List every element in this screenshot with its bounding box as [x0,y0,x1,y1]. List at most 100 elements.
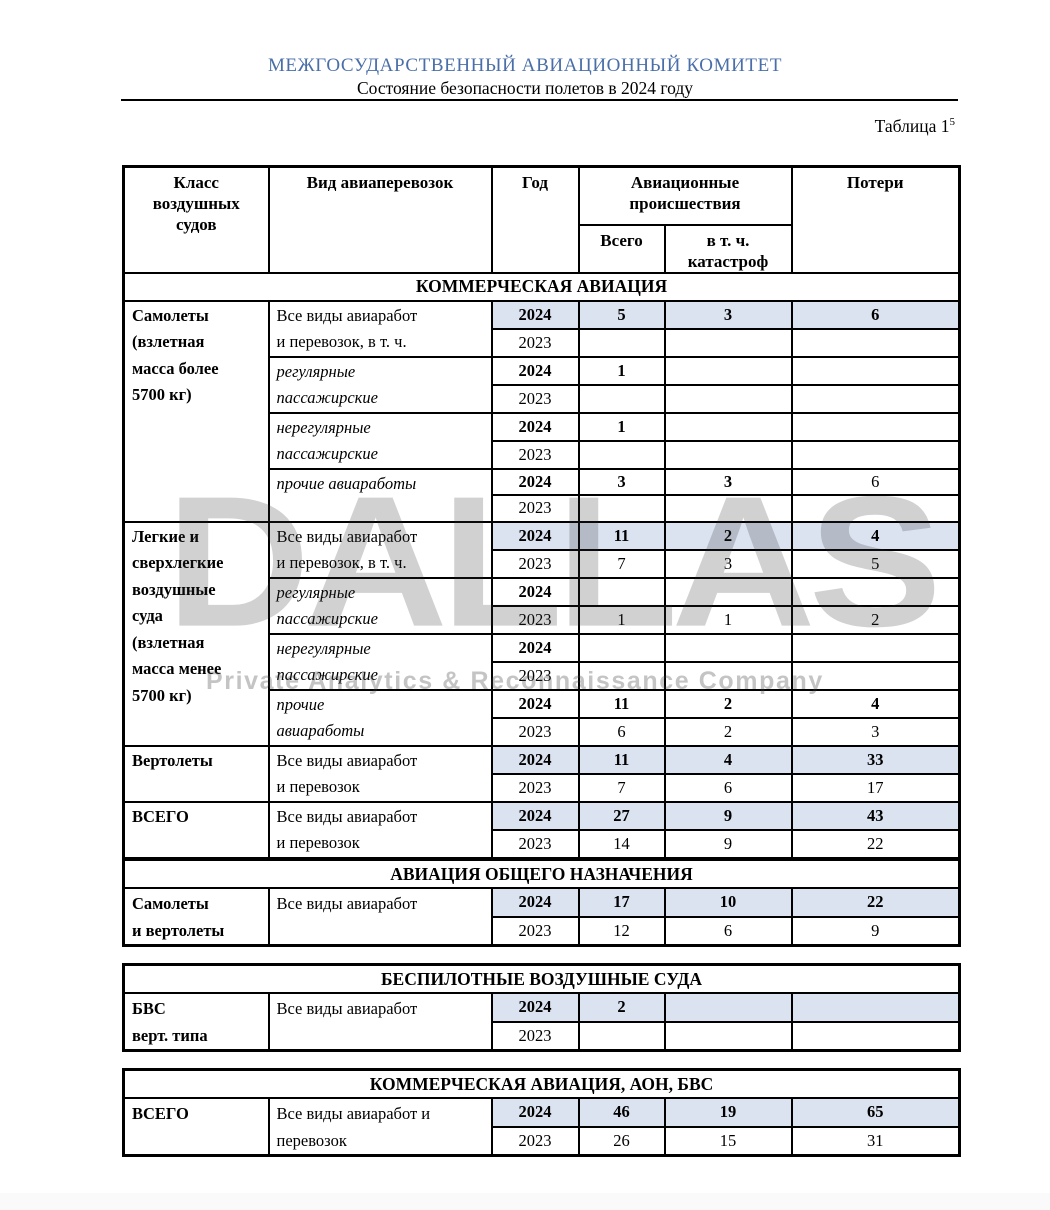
table-body-uav: БЕСПИЛОТНЫЕ ВОЗДУШНЫЕ СУДА БВС верт. типа… [122,963,961,1052]
value-cell: 11 [577,688,666,719]
org-title: МЕЖГОСУДАРСТВЕННЫЙ АВИАЦИОННЫЙ КОМИТЕТ [267,55,783,76]
table-row: ВСЕГО Все виды авиаработ и перевозок 2024 4… [122,1097,961,1157]
accidents-table-general-aviation: АВИАЦИЯ ОБЩЕГО НАЗНАЧЕНИЯ Самолеты и верт… [122,858,961,947]
col-header-accidents-fatal: в т. ч. катастроф [663,223,793,274]
value-cell [663,1020,793,1052]
value-cell: 9 [790,915,961,947]
year-cell: 2023 [490,439,580,470]
label-cell: регулярные пассажирские [267,576,493,635]
label-cell: ВСЕГО [122,800,270,859]
table-row: 2023 [124,327,961,358]
year-cell: 2023 [490,1020,580,1052]
value-cell: 6 [790,467,961,496]
col-header-accidents-group: Авиационные происшествия [577,165,793,226]
value-cell [663,439,793,470]
label-cell: Все виды авиаработ и перевозок [267,800,493,859]
value-cell: 9 [663,828,793,860]
value-cell [790,355,961,386]
value-cell: 7 [577,772,666,803]
label-cell: Вертолеты [122,744,270,803]
value-cell [790,992,961,1023]
year-cell: 2024 [490,576,580,607]
value-cell: 4 [790,688,961,719]
value-cell [663,383,793,414]
label-cell: ВСЕГО [122,1097,270,1157]
year-cell: 2023 [490,383,580,414]
year-cell: 2024 [490,632,580,663]
table-caption: Таблица 15 [122,116,955,137]
value-cell [790,411,961,442]
value-cell: 17 [790,772,961,803]
value-cell: 1 [577,411,666,442]
value-cell [577,660,666,691]
label-cell: Все виды авиаработ [267,992,493,1052]
table-row: Самолеты и вертолеты Все виды авиаработ 20… [122,887,961,947]
value-cell [577,494,666,523]
value-cell [663,355,793,386]
value-cell [663,494,793,523]
table-row: регулярные пассажирские 2024 [124,576,961,635]
value-cell [790,576,961,607]
label-cell: прочие авиаработы [267,688,493,747]
table-row: нерегулярные пассажирские 2024 1 [124,411,961,470]
value-cell: 22 [790,887,961,918]
year-cell: 2023 [490,828,580,860]
value-cell: 7 [577,548,666,579]
col-header-losses: Потери [790,165,961,274]
value-cell: 6 [790,299,961,330]
table-column-header: Класс воздушных судов Вид авиаперевозок … [122,165,961,274]
value-cell [790,494,961,523]
value-cell: 2 [663,688,793,719]
label-cell: Легкие и сверхлегкие воздушные суда (взл… [122,520,270,747]
year-cell: 2024 [490,688,580,719]
col-header-accidents-total: Всего [577,223,666,274]
value-cell [577,383,666,414]
table-row: 2023 [124,383,961,414]
section-title-row: БЕСПИЛОТНЫЕ ВОЗДУШНЫЕ СУДА [122,963,961,994]
value-cell: 27 [577,800,666,831]
label-cell: Самолеты и вертолеты [122,887,270,947]
col-header-aircraft-class: Класс воздушных судов [122,165,270,274]
table-body-general-aviation: АВИАЦИЯ ОБЩЕГО НАЗНАЧЕНИЯ Самолеты и верт… [122,858,961,947]
col-header-transport-type: Вид авиаперевозок [267,165,493,274]
value-cell: 5 [577,299,666,330]
value-cell: 2 [663,520,793,551]
accidents-table-total: КОММЕРЧЕСКАЯ АВИАЦИЯ, АОН, БВС ВСЕГО Все в… [122,1068,961,1157]
label-cell: нерегулярные пассажирские [267,632,493,691]
section-title-row: АВИАЦИЯ ОБЩЕГО НАЗНАЧЕНИЯ [122,858,961,889]
table-row: нерегулярные пассажирские 2024 [124,632,961,691]
year-cell: 2023 [490,327,580,358]
value-cell: 10 [663,887,793,918]
year-cell: 2024 [490,887,580,918]
value-cell: 14 [577,828,666,860]
accidents-table-commercial: Класс воздушных судов Вид авиаперевозок … [122,165,961,860]
year-cell: 2023 [490,915,580,947]
value-cell [663,992,793,1023]
value-cell [663,327,793,358]
value-cell: 4 [790,520,961,551]
value-cell: 46 [577,1097,666,1128]
table-row: 2023 6 2 3 [124,716,961,747]
label-cell: Все виды авиаработ и перевозок, в т. ч. [267,299,493,358]
value-cell: 6 [663,772,793,803]
value-cell [663,660,793,691]
value-cell: 3 [663,299,793,330]
value-cell: 22 [790,828,961,860]
table-row: БВС верт. типа Все виды авиаработ 2024 2 [122,992,961,1052]
value-cell: 2 [577,992,666,1023]
label-cell: БВС верт. типа [122,992,270,1052]
table-row: 2023 12 6 9 [124,915,961,947]
value-cell: 26 [577,1125,666,1157]
value-cell [577,439,666,470]
value-cell: 65 [790,1097,961,1128]
year-cell: 2024 [490,1097,580,1128]
table-row: прочие авиаработы 2024 3 3 6 [124,467,961,523]
value-cell: 15 [663,1125,793,1157]
label-cell: прочие авиаработы [267,467,493,523]
value-cell: 31 [790,1125,961,1157]
section-title: АВИАЦИЯ ОБЩЕГО НАЗНАЧЕНИЯ [122,858,961,889]
year-cell: 2024 [490,520,580,551]
label-cell: регулярные пассажирские [267,355,493,414]
section-title-row: КОММЕРЧЕСКАЯ АВИАЦИЯ [122,271,961,302]
